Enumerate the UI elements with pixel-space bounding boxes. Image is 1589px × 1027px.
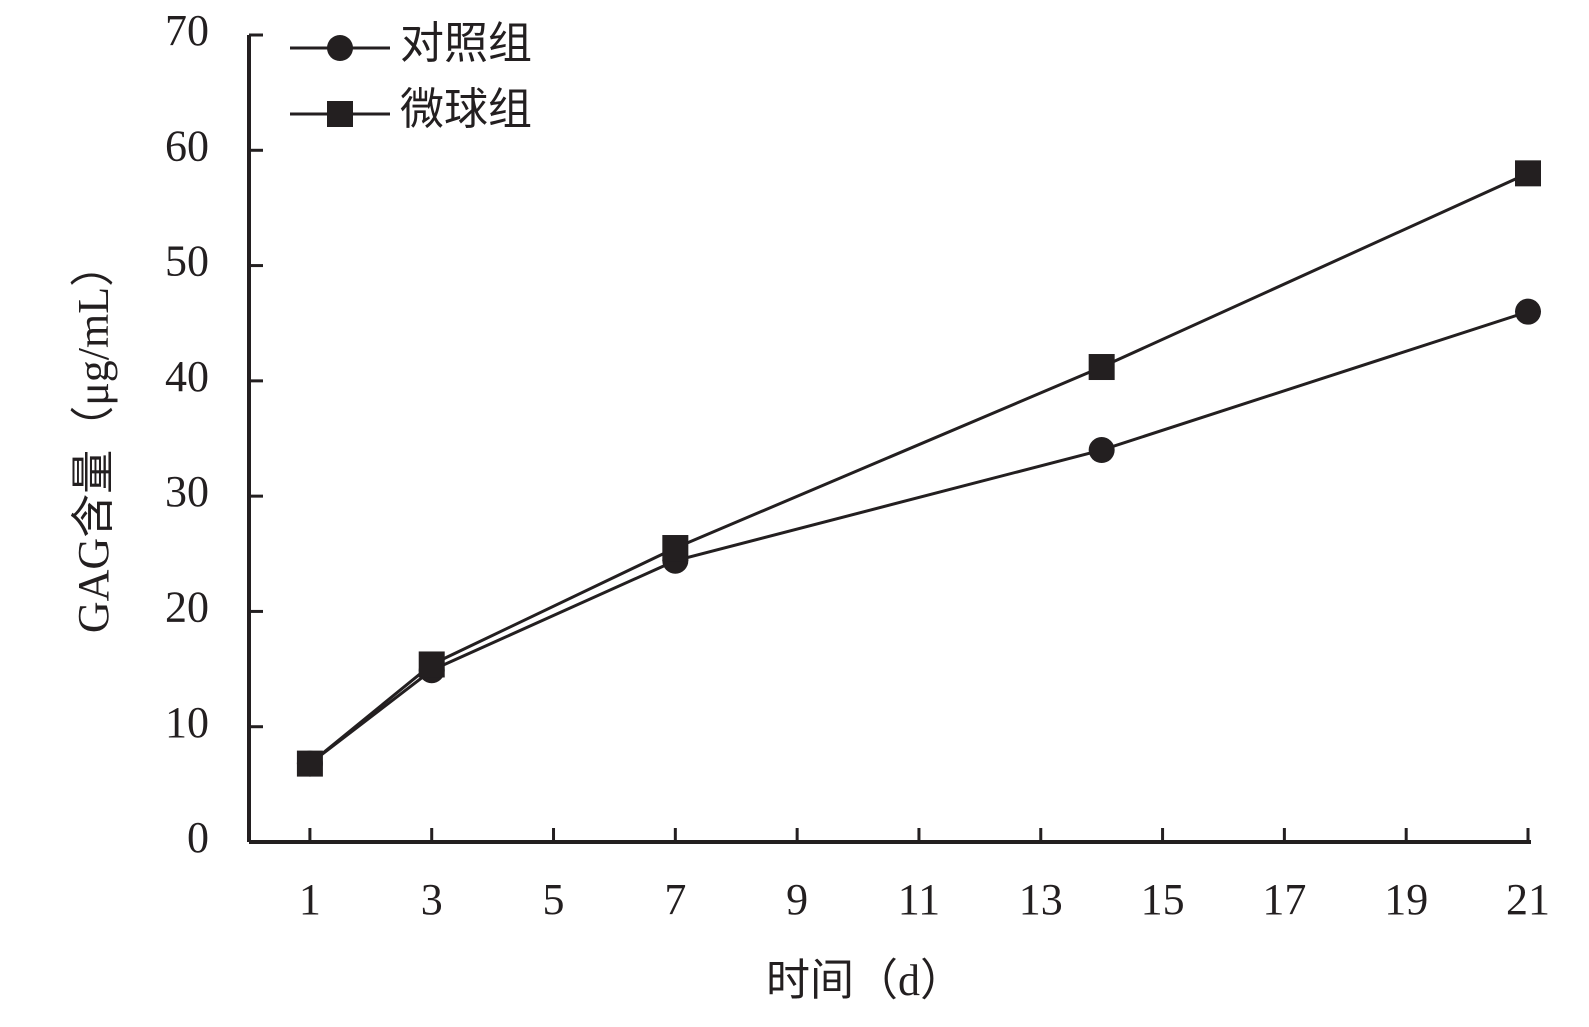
x-tick-label: 9	[786, 875, 808, 924]
series-line	[308, 310, 1529, 765]
data-point	[1088, 437, 1115, 464]
x-tick-label: 1	[299, 875, 321, 924]
y-tick-label: 20	[165, 583, 209, 632]
x-tick-label: 17	[1262, 875, 1306, 924]
x-tick-label: 13	[1019, 875, 1063, 924]
data-point	[1515, 298, 1541, 325]
x-tick-label: 21	[1506, 875, 1550, 924]
x-tick-label: 15	[1141, 875, 1185, 924]
data-point	[418, 651, 445, 678]
x-tick-label: 5	[543, 875, 565, 924]
x-tick-label: 3	[421, 875, 443, 924]
data-point	[1088, 354, 1115, 381]
legend-marker	[327, 101, 353, 127]
x-axis-label: 时间（d）	[766, 956, 964, 1005]
y-tick-label: 0	[187, 813, 209, 862]
data-point	[296, 750, 323, 777]
y-tick-label: 50	[165, 237, 209, 286]
y-tick-label: 40	[165, 352, 209, 401]
legend-label: 对照组	[400, 19, 532, 68]
x-tick-label: 19	[1384, 875, 1428, 924]
y-tick-label: 60	[165, 121, 209, 170]
y-axis-label: GAG含量（μg/mL）	[69, 243, 118, 633]
data-point	[662, 535, 689, 562]
series-line	[308, 171, 1529, 765]
y-tick-label: 30	[165, 467, 209, 516]
y-tick-label: 70	[165, 6, 209, 55]
data-point	[1515, 160, 1541, 187]
x-tick-label: 7	[664, 875, 686, 924]
y-tick-label: 10	[165, 698, 209, 747]
legend-marker	[327, 35, 353, 61]
x-tick-label: 11	[898, 875, 940, 924]
legend-label: 微球组	[400, 85, 532, 134]
